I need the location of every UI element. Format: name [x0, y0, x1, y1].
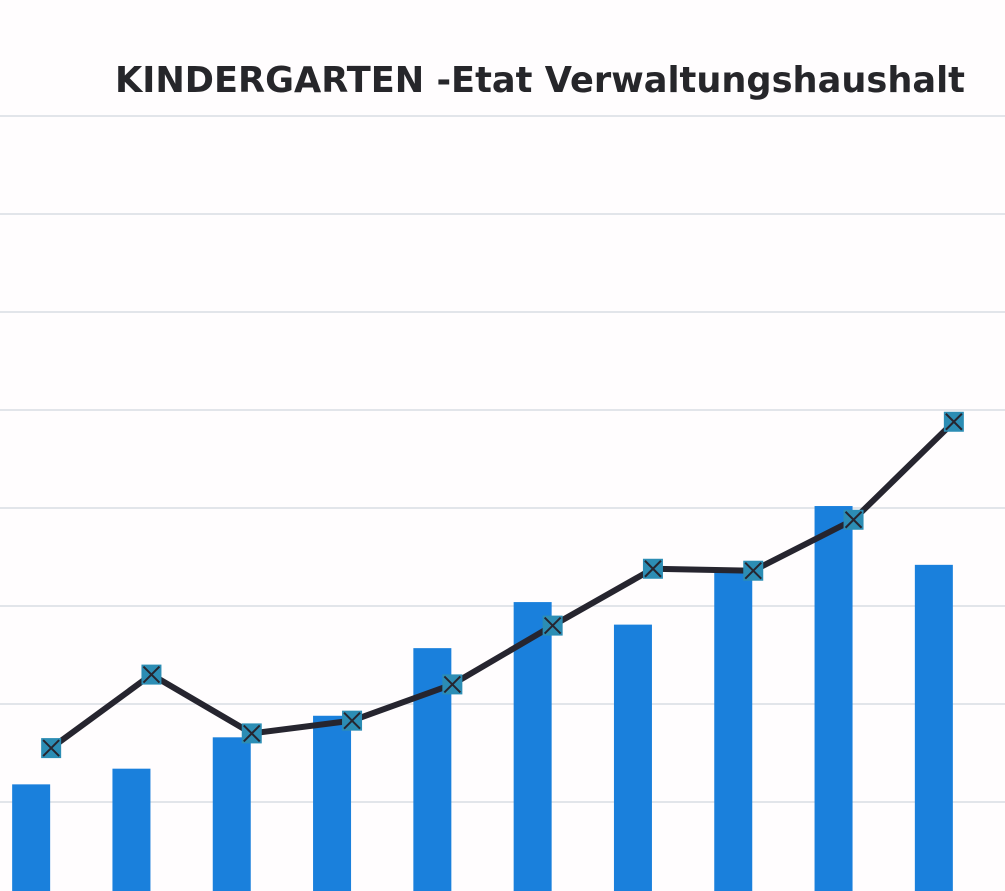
line: [49, 419, 956, 751]
marker: [743, 560, 764, 581]
marker-cross: [844, 511, 863, 529]
marker-cross: [644, 560, 662, 578]
marker-cross: [543, 616, 562, 635]
bar: [513, 602, 552, 891]
chart-title: KINDERGARTEN -Etat Verwaltungshaushalt: [115, 60, 965, 101]
marker-cross: [142, 665, 161, 684]
bar: [12, 784, 51, 891]
bar: [613, 624, 652, 891]
marker: [342, 710, 363, 731]
bar: [112, 768, 151, 891]
marker: [41, 738, 62, 759]
marker: [642, 558, 663, 579]
bar: [814, 506, 853, 891]
marker: [241, 723, 262, 744]
marker: [141, 664, 162, 685]
marker: [542, 615, 563, 636]
marker: [843, 509, 864, 530]
marker: [943, 411, 964, 432]
marker-cross: [744, 562, 762, 580]
marker-cross: [443, 675, 462, 694]
marker-cross: [42, 739, 60, 757]
bar: [914, 564, 953, 891]
bar: [313, 715, 352, 891]
marker-cross: [945, 413, 963, 431]
marker: [442, 674, 463, 695]
bar: [212, 737, 251, 891]
marker-cross: [343, 711, 361, 730]
bar: [714, 571, 753, 891]
marker-cross: [243, 724, 261, 743]
